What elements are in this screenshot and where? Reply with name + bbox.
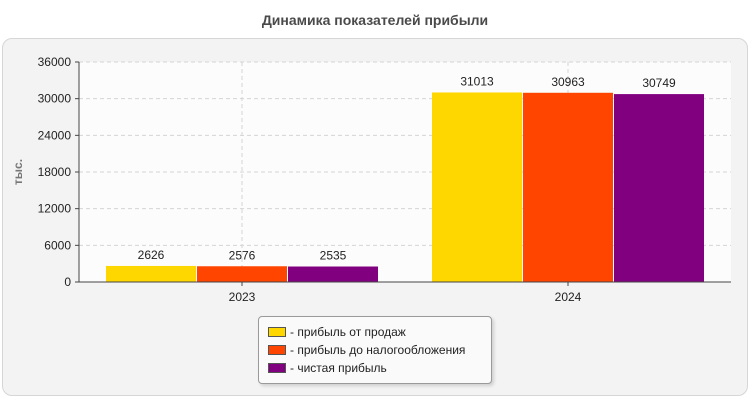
x-tick-label: 2024 (555, 290, 582, 304)
legend-item: - прибыль до налогообложения (268, 342, 465, 358)
legend-swatch (268, 345, 286, 355)
y-tick-label: 24000 (38, 128, 72, 142)
legend-label: - прибыль от продаж (290, 325, 406, 339)
bar (432, 92, 522, 283)
legend-item: - прибыль от продаж (268, 324, 406, 340)
x-tick-label: 2023 (229, 290, 256, 304)
y-tick-label: 0 (64, 275, 71, 289)
legend-item: - чистая прибыль (268, 360, 387, 376)
data-label: 30963 (551, 75, 585, 89)
y-tick-label: 12000 (38, 202, 72, 216)
bar (106, 265, 196, 282)
legend-label: - чистая прибыль (290, 361, 387, 375)
y-tick-label: 6000 (44, 238, 71, 252)
legend: - прибыль от продаж - прибыль до налогоо… (258, 316, 492, 384)
data-label: 2626 (138, 248, 165, 262)
data-label: 2576 (229, 248, 256, 262)
y-tick-label: 18000 (38, 165, 72, 179)
data-label: 30749 (642, 76, 676, 90)
chart-title: Динамика показателей прибыли (261, 12, 489, 28)
legend-swatch (268, 327, 286, 337)
y-tick-label: 30000 (38, 92, 72, 106)
y-tick-label: 36000 (38, 55, 72, 69)
data-label: 31013 (460, 74, 494, 88)
bar (197, 266, 287, 282)
legend-swatch (268, 363, 286, 373)
bar (288, 266, 378, 282)
legend-label: - прибыль до налогообложения (290, 343, 466, 357)
bar (523, 92, 613, 282)
bar (614, 94, 704, 282)
data-label: 2535 (320, 249, 347, 263)
y-axis-title: тыс. (11, 159, 25, 185)
